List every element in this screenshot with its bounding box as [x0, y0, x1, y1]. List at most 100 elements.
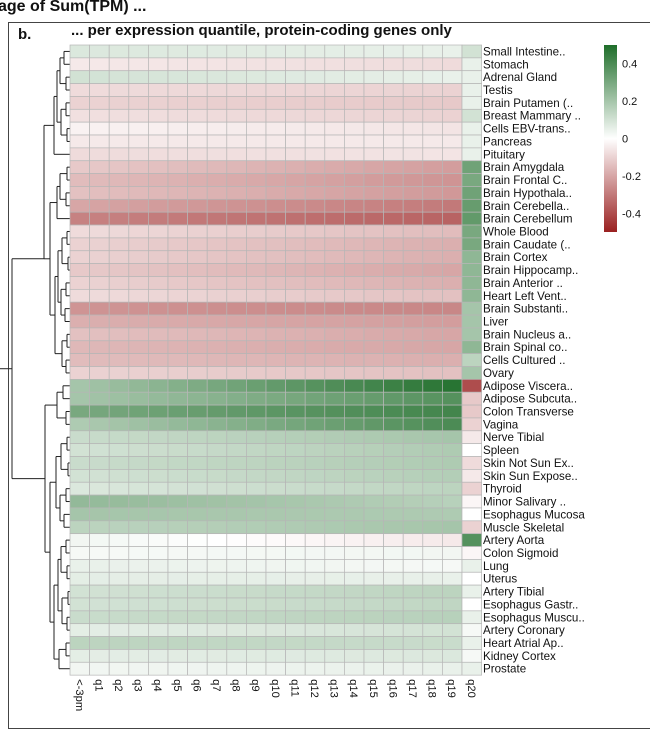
heatmap-cell [187, 134, 208, 149]
heatmap-cell [128, 584, 149, 599]
heatmap-cell [363, 263, 384, 277]
heatmap-cell [89, 276, 110, 290]
heatmap-cell [69, 173, 90, 187]
heatmap-cell [402, 83, 424, 97]
heatmap-cell [187, 108, 208, 123]
heatmap-cell [148, 147, 169, 162]
heatmap-cell [422, 597, 443, 612]
row-label: Brain Substanti.. [483, 303, 568, 316]
heatmap-cell [363, 237, 384, 252]
heatmap-cell [363, 597, 384, 612]
heatmap-cell [226, 57, 247, 72]
heatmap-cell [69, 353, 90, 367]
heatmap-cell [167, 417, 188, 432]
heatmap-cell [108, 417, 130, 432]
heatmap-cell [402, 250, 424, 264]
heatmap-cell [89, 250, 110, 264]
heatmap-cell [344, 160, 365, 174]
heatmap-cell [187, 430, 208, 445]
heatmap-cell [206, 546, 228, 560]
heatmap-cell [108, 546, 130, 560]
heatmap-cell [265, 494, 286, 509]
heatmap-cell [246, 198, 267, 213]
heatmap-cell [108, 661, 130, 676]
heatmap-cell [128, 327, 149, 342]
row-label: Colon Transverse [483, 406, 574, 419]
heatmap-cell [148, 160, 169, 174]
heatmap-cell [108, 276, 130, 290]
heatmap-cell [344, 379, 365, 393]
heatmap-cell [246, 160, 267, 174]
heatmap-cell [69, 559, 90, 573]
column-label: q16 [386, 679, 398, 698]
heatmap-cell [304, 417, 326, 432]
heatmap-cell [206, 584, 228, 599]
heatmap-cell [324, 198, 345, 213]
heatmap-cell [89, 546, 110, 560]
heatmap-cell [383, 533, 404, 547]
heatmap-cell [285, 211, 306, 226]
heatmap-cell [69, 263, 90, 277]
heatmap-cell [285, 443, 306, 457]
heatmap-cell [344, 404, 365, 419]
heatmap-cell [265, 456, 286, 470]
heatmap-cell [285, 571, 306, 586]
heatmap-cell [402, 404, 424, 419]
heatmap-cell [344, 186, 365, 200]
heatmap-cell [422, 379, 443, 393]
heatmap-cell [167, 353, 188, 367]
heatmap-cell [442, 173, 463, 187]
heatmap-cell [383, 160, 404, 174]
chart-subtitle: ... per expression quantile, protein-cod… [71, 22, 452, 39]
heatmap-cell [422, 481, 443, 496]
heatmap-cell [246, 661, 267, 676]
heatmap-cell [206, 314, 228, 329]
heatmap-cell [344, 198, 365, 213]
heatmap-cell [442, 224, 463, 239]
heatmap-cell [304, 494, 326, 509]
row-dendrogram [0, 50, 70, 670]
heatmap-cell [344, 469, 365, 483]
heatmap-cell [69, 160, 90, 174]
heatmap-cell [383, 108, 404, 123]
heatmap-cell [383, 649, 404, 663]
heatmap-cell [383, 353, 404, 367]
heatmap-cell [226, 391, 247, 406]
heatmap-cell [422, 533, 443, 547]
heatmap-cell [324, 584, 345, 599]
heatmap-cell [206, 623, 228, 637]
heatmap-cell [324, 147, 345, 162]
heatmap-cell [187, 96, 208, 110]
heatmap-cell [442, 559, 463, 573]
heatmap-cell [187, 44, 208, 59]
heatmap-cell [422, 430, 443, 445]
heatmap-cell [108, 353, 130, 367]
column-label: q4 [151, 679, 163, 691]
heatmap-cell [69, 288, 90, 303]
row-label: Thyroid [483, 483, 522, 496]
heatmap-cell [422, 83, 443, 97]
heatmap-cell [69, 430, 90, 445]
heatmap-cell [108, 211, 130, 226]
heatmap-cell [461, 186, 482, 200]
heatmap-cell [422, 559, 443, 573]
heatmap-cell [402, 134, 424, 149]
heatmap-cell [285, 366, 306, 380]
heatmap-cell [108, 108, 130, 123]
heatmap-cell [167, 83, 188, 97]
heatmap-cell [265, 546, 286, 560]
heatmap-cell [461, 661, 482, 676]
heatmap-cell [344, 481, 365, 496]
heatmap-cell [226, 250, 247, 264]
heatmap-cell [128, 186, 149, 200]
heatmap-cell [69, 211, 90, 226]
heatmap-cell [461, 160, 482, 174]
heatmap-cell [108, 121, 130, 136]
heatmap-cell [383, 571, 404, 586]
heatmap-cell [344, 584, 365, 599]
heatmap-cell [324, 571, 345, 586]
heatmap-cell [226, 469, 247, 483]
heatmap-cell [187, 353, 208, 367]
heatmap-cell [89, 224, 110, 239]
